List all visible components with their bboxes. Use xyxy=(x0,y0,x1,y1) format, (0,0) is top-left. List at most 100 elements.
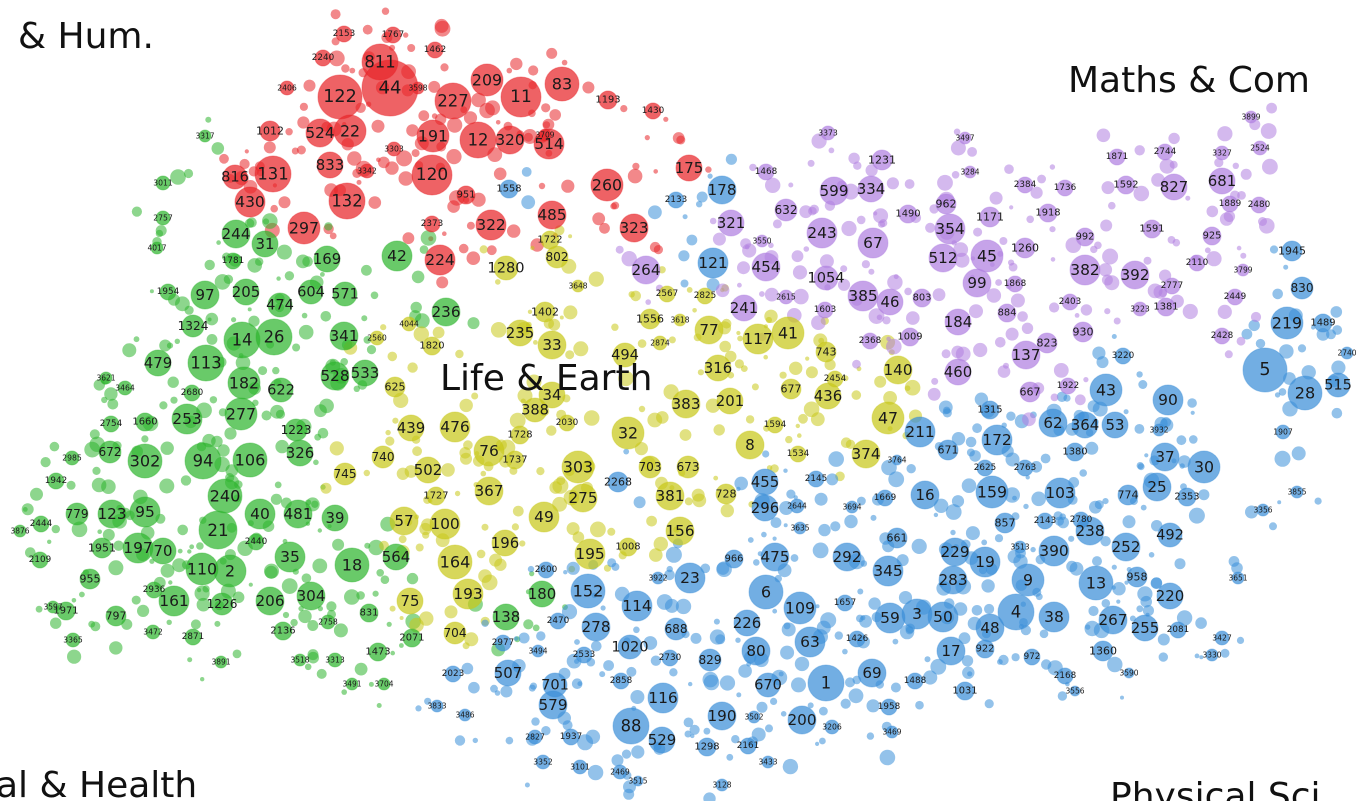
bubble xyxy=(779,501,794,515)
bubble xyxy=(1232,162,1240,169)
bubble xyxy=(511,523,519,531)
bubble xyxy=(65,632,81,648)
bubble-label: 1728 xyxy=(507,430,532,441)
bubble-label: 2406 xyxy=(277,84,297,93)
bubble xyxy=(886,177,900,190)
bubble-label: 205 xyxy=(232,283,260,301)
bubble xyxy=(402,232,415,245)
bubble-label: 460 xyxy=(944,363,972,381)
bubble xyxy=(1056,391,1068,402)
bubble-label: 2827 xyxy=(525,733,545,742)
bubble-label: 3799 xyxy=(1233,266,1252,275)
bubble xyxy=(703,674,720,691)
bubble xyxy=(566,561,580,575)
bubble xyxy=(673,313,687,327)
bubble xyxy=(500,76,542,118)
bubble xyxy=(1049,302,1060,313)
bubble xyxy=(452,578,484,610)
bubble xyxy=(1314,497,1322,505)
bubble-label: 63 xyxy=(800,633,820,651)
bubble xyxy=(1132,301,1148,317)
bubble xyxy=(254,155,292,193)
bubble xyxy=(783,622,791,630)
bubble xyxy=(936,636,966,666)
bubble xyxy=(761,755,775,769)
bubble xyxy=(478,569,492,583)
bubble-labels: 4481112222524101213181643083313229719112… xyxy=(10,29,1356,790)
bubble-label: 1009 xyxy=(897,332,922,343)
bubble xyxy=(1182,303,1198,320)
bubble xyxy=(1236,636,1245,645)
bubble xyxy=(1205,648,1219,662)
bubble xyxy=(937,174,953,191)
bubble xyxy=(852,359,861,369)
bubble xyxy=(911,538,927,555)
bubble xyxy=(1245,505,1258,519)
bubble xyxy=(409,617,424,633)
bubble xyxy=(751,494,779,522)
bubble xyxy=(416,119,450,153)
bubble xyxy=(239,158,250,170)
bubble xyxy=(938,400,953,415)
bubble xyxy=(686,234,698,246)
bubble xyxy=(356,179,362,185)
bubble xyxy=(366,345,377,355)
bubble xyxy=(187,657,193,663)
bubble xyxy=(696,287,714,305)
bubble-label: 2133 xyxy=(665,195,687,205)
bubble xyxy=(807,470,825,488)
bubble xyxy=(538,128,552,142)
bubble xyxy=(224,427,237,440)
bubble-label: 671 xyxy=(938,444,959,457)
bubble xyxy=(160,441,174,455)
bubble xyxy=(731,735,740,744)
bubble xyxy=(414,313,430,329)
bubble xyxy=(1279,344,1294,359)
bubble-label: 3648 xyxy=(568,282,587,291)
bubble xyxy=(530,245,535,251)
bubble xyxy=(805,366,818,379)
bubble-label: 3513 xyxy=(1010,543,1029,552)
bubble xyxy=(1100,219,1113,232)
bubble xyxy=(807,702,814,709)
bubble xyxy=(155,229,164,238)
bubble xyxy=(1068,535,1075,542)
bubble xyxy=(316,668,327,679)
bubble-label: 3891 xyxy=(211,658,230,667)
bubble-label: 2240 xyxy=(312,53,335,63)
bubble xyxy=(333,114,367,148)
bubble xyxy=(189,544,195,550)
bubble xyxy=(716,562,730,575)
bubble xyxy=(282,611,290,619)
bubble xyxy=(792,265,808,280)
bubble-label: 3469 xyxy=(882,728,901,737)
bubble-label: 46 xyxy=(881,293,900,311)
bubble xyxy=(1217,126,1233,142)
bubble xyxy=(1037,174,1046,184)
bubble xyxy=(1111,564,1117,570)
bubble xyxy=(419,245,429,254)
bubble-label: 48 xyxy=(980,619,999,637)
bubble xyxy=(734,476,748,491)
bubble xyxy=(303,79,316,92)
bubble xyxy=(638,405,646,413)
bubble xyxy=(1199,655,1204,660)
bubble xyxy=(332,538,345,551)
bubble xyxy=(845,500,859,514)
bubble xyxy=(572,759,588,775)
bubble-label: 3922 xyxy=(648,574,667,583)
bubble xyxy=(573,341,589,357)
bubble xyxy=(389,506,419,536)
bubble xyxy=(890,682,901,693)
bubble xyxy=(97,499,127,529)
bubble xyxy=(1004,164,1014,174)
bubble xyxy=(432,326,445,339)
bubble xyxy=(333,623,348,638)
bubble xyxy=(1275,424,1291,440)
bubble xyxy=(512,505,524,517)
bubble xyxy=(837,278,851,291)
bubble xyxy=(334,547,370,583)
bubble xyxy=(389,605,396,612)
bubble xyxy=(1116,599,1121,604)
bubble-label: 703 xyxy=(638,460,661,474)
